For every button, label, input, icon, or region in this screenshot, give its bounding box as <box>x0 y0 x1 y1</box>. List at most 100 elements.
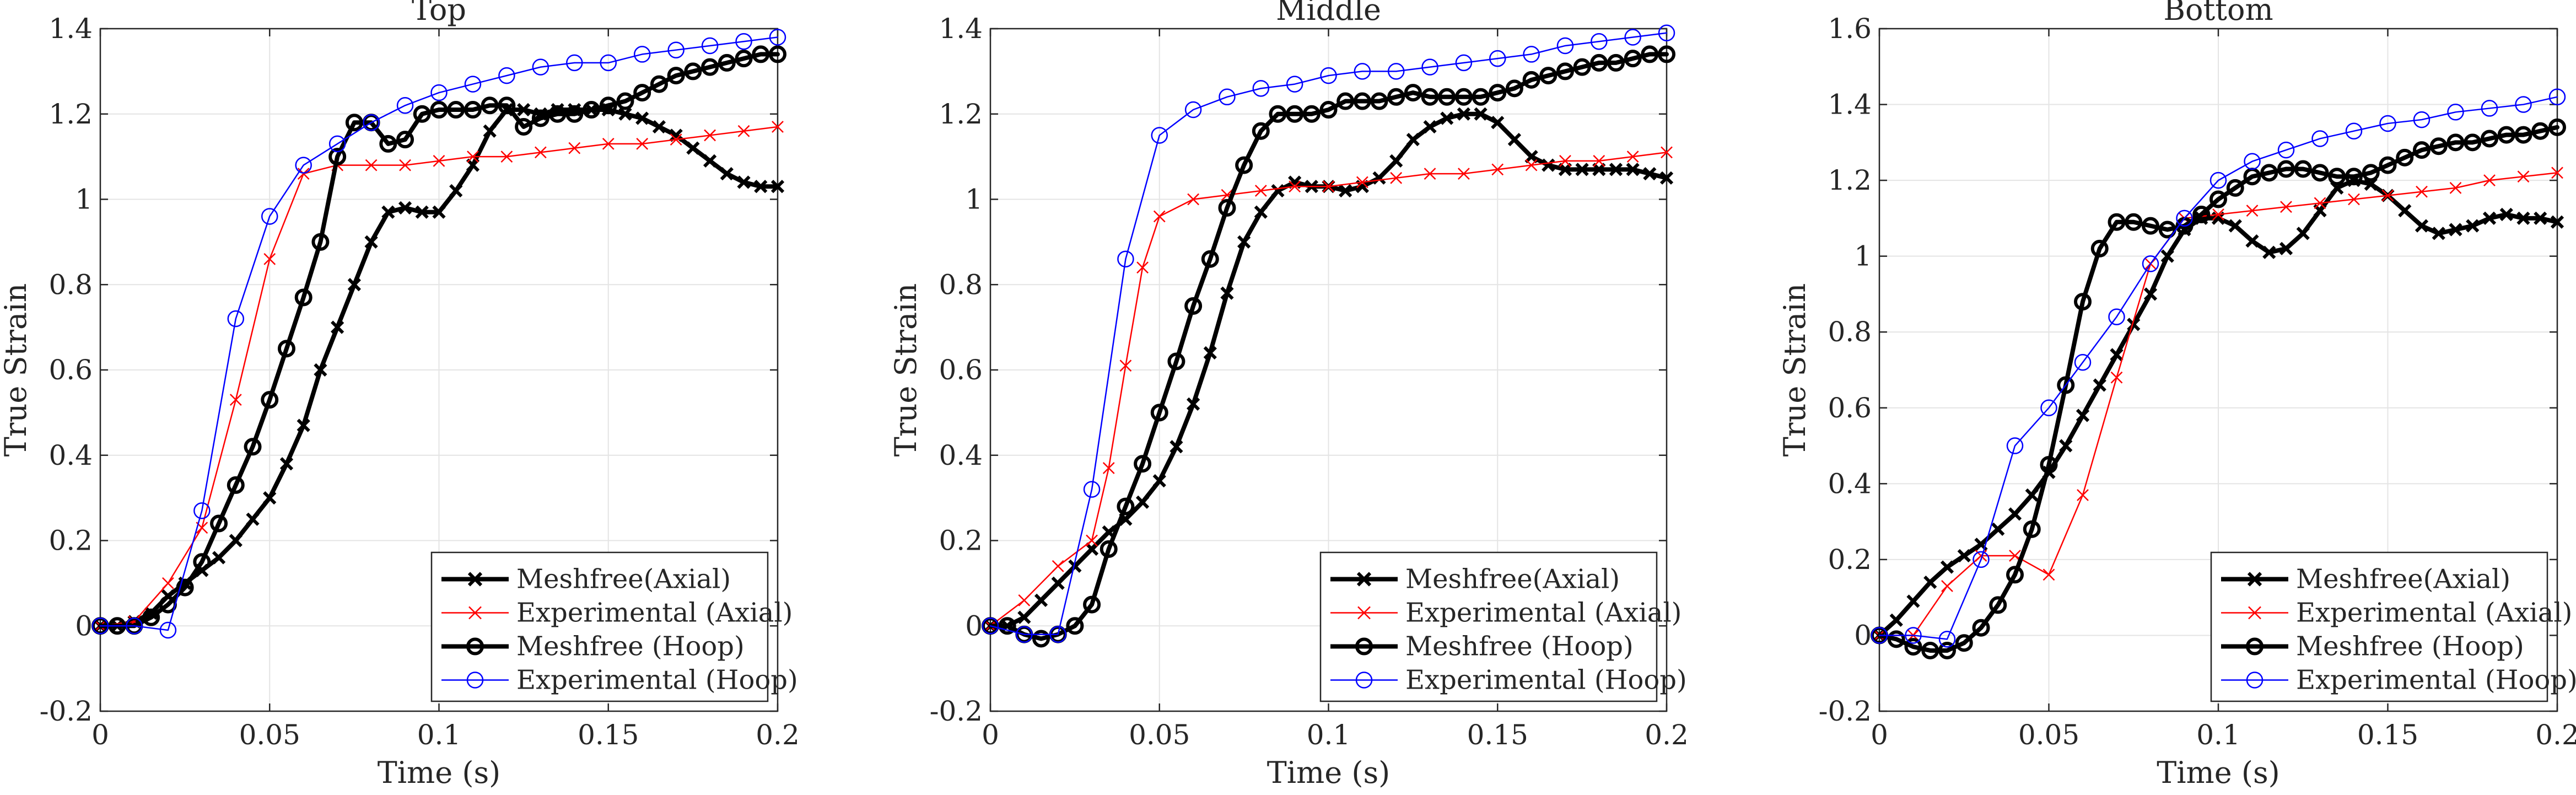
data-point-x-marker <box>1593 154 1605 167</box>
data-point-circle-marker <box>227 476 245 494</box>
data-point-circle-marker <box>1404 84 1422 102</box>
data-point-x-marker <box>331 320 344 334</box>
data-point-circle-marker <box>2040 455 2058 474</box>
data-point-circle-marker <box>2158 221 2176 239</box>
data-point-circle-marker <box>1921 641 1939 659</box>
data-point-x-marker <box>1271 184 1285 198</box>
y-tick-label: -0.2 <box>1819 695 1872 727</box>
legend: Meshfree(Axial)Experimental (Axial)Meshf… <box>2210 551 2576 702</box>
chart-panel-2: 0 0.05 0.1 0.15 0.2-0.200.20.40.60.811.21.4M… <box>888 0 1689 790</box>
data-point-x-marker <box>2043 568 2055 581</box>
data-point-circle-marker <box>2006 437 2024 454</box>
data-point-x-marker <box>1018 594 1031 606</box>
data-point-x-marker <box>263 253 276 265</box>
legend-label: Experimental (Hoop) <box>516 665 798 696</box>
data-point-x-marker <box>2296 227 2310 240</box>
x-tick-label: 0.1 <box>1307 719 1351 751</box>
data-point-circle-marker <box>2328 168 2346 186</box>
data-point-circle-marker <box>1218 198 1236 217</box>
y-tick-label: 1.4 <box>48 13 93 45</box>
data-point-x-marker <box>1575 163 1589 176</box>
data-point-circle-marker <box>982 617 999 635</box>
data-point-circle-marker <box>1522 71 1540 89</box>
series-experimental-hoop <box>982 24 1675 643</box>
series-meshfree-hoop <box>91 45 786 635</box>
chart-panel-3: 0 0.05 0.1 0.15 0.2-0.200.20.40.60.811.21.41… <box>1777 0 2576 790</box>
data-point-x-marker <box>1991 522 2005 536</box>
data-point-circle-marker <box>159 621 177 639</box>
data-point-x-marker <box>279 457 294 471</box>
data-point-circle-marker <box>2023 520 2041 538</box>
legend-label: Meshfree (Hoop) <box>516 631 745 662</box>
data-point-circle-marker <box>2396 148 2414 166</box>
data-point-x-marker <box>1339 184 1352 198</box>
x-tick-label: 0 <box>1871 719 1888 751</box>
data-point-x-marker <box>2416 185 2428 198</box>
y-axis-label: True Strain <box>1777 283 1812 456</box>
x-tick-label: 0.05 <box>2018 719 2079 751</box>
data-point-x-marker <box>770 180 785 194</box>
data-point-circle-marker <box>2074 293 2092 311</box>
data-point-x-marker <box>212 551 226 565</box>
x-tick-label: 0.2 <box>756 719 800 751</box>
data-point-circle-marker <box>2176 210 2193 227</box>
data-point-circle-marker <box>2209 190 2227 208</box>
x-axis-label: Time (s) <box>1267 755 1390 790</box>
data-point-circle-marker <box>2413 141 2431 159</box>
data-point-x-marker <box>1237 235 1251 249</box>
y-tick-label: 0.4 <box>48 439 93 471</box>
data-point-x-marker <box>1424 168 1436 180</box>
y-tick-label: 0.8 <box>939 268 983 300</box>
data-point-circle-marker <box>1539 67 1558 85</box>
data-point-x-marker <box>229 394 242 406</box>
data-point-circle-marker <box>498 96 516 115</box>
data-point-circle-marker <box>2413 111 2431 128</box>
data-point-x-marker <box>433 154 445 167</box>
x-tick-label: 0.1 <box>417 719 461 751</box>
data-point-x-marker <box>1957 549 1971 563</box>
y-tick-label: 0.8 <box>48 268 93 300</box>
data-point-circle-marker <box>1938 631 1956 648</box>
data-point-circle-marker <box>650 75 668 93</box>
data-point-x-marker <box>2143 287 2158 301</box>
data-point-circle-marker <box>1184 101 1202 119</box>
data-point-circle-marker <box>2464 133 2482 152</box>
y-tick-label: 1.6 <box>1828 13 1872 45</box>
data-point-circle-marker <box>2548 88 2566 106</box>
data-point-x-marker <box>1406 133 1420 147</box>
data-point-x-marker <box>1559 154 1571 167</box>
data-point-circle-marker <box>481 96 499 115</box>
data-point-x-marker <box>1491 163 1504 176</box>
data-point-circle-marker <box>2447 104 2464 121</box>
y-tick-label: 0.6 <box>1828 392 1872 424</box>
data-point-circle-marker <box>1489 50 1506 67</box>
y-tick-label: 0 <box>1854 619 1872 651</box>
series-experimental-hoop <box>1871 88 2566 648</box>
data-point-x-marker <box>1941 580 1953 592</box>
x-tick-label: 0.15 <box>578 719 639 751</box>
legend-label: Meshfree (Hoop) <box>2296 631 2524 662</box>
data-point-x-marker <box>1457 107 1471 121</box>
data-point-circle-marker <box>311 233 330 251</box>
legend: Meshfree(Axial)Experimental (Axial)Meshf… <box>1319 551 1687 702</box>
data-point-circle-marker <box>583 101 601 119</box>
data-point-circle-marker <box>2345 168 2363 186</box>
data-point-x-marker <box>1661 146 1673 159</box>
data-point-circle-marker <box>600 54 617 72</box>
data-point-x-marker <box>2025 488 2039 502</box>
data-point-circle-marker <box>379 135 397 153</box>
y-tick-label: 1 <box>1854 240 1872 272</box>
data-point-circle-marker <box>1252 80 1270 97</box>
legend-label: Experimental (Axial) <box>1405 598 1682 629</box>
y-tick-label: 0.2 <box>1828 544 1872 576</box>
data-point-circle-marker <box>1286 76 1303 93</box>
data-point-x-marker <box>1136 261 1149 274</box>
data-point-x-marker <box>2248 606 2261 620</box>
data-point-circle-marker <box>1355 637 1373 656</box>
data-point-x-marker <box>2077 489 2089 501</box>
data-point-x-marker <box>2245 234 2259 248</box>
data-point-x-marker <box>1152 474 1166 488</box>
data-point-circle-marker <box>396 97 414 114</box>
y-tick-label: 0 <box>75 610 93 642</box>
y-tick-label: 1.2 <box>48 98 93 130</box>
